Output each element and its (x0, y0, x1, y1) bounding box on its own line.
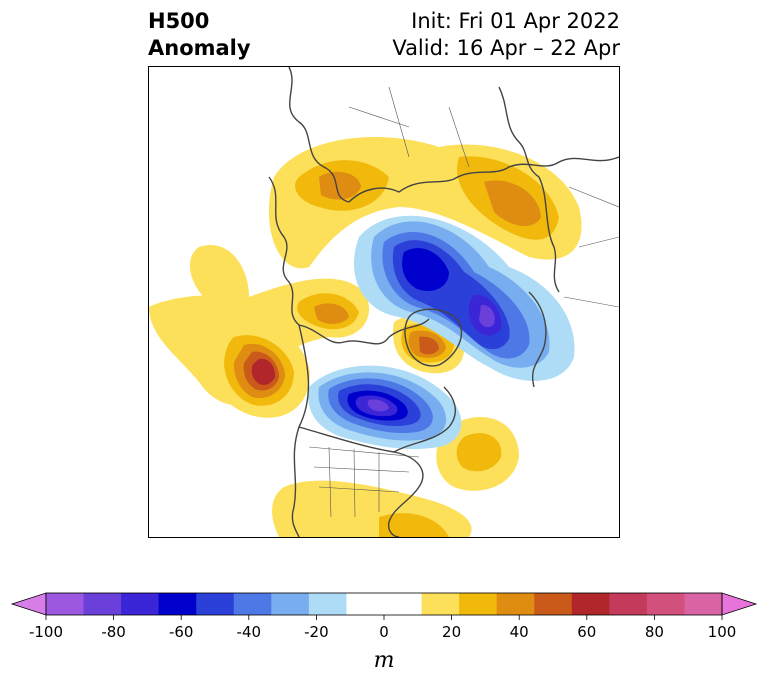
colorbar-tick-label: -100 (29, 623, 63, 641)
colorbar-cell (646, 593, 685, 615)
colorbar-tick-label: 80 (645, 623, 664, 641)
colorbar-tick-label: -20 (304, 623, 329, 641)
map-canvas (149, 67, 619, 537)
field-kind-label: Anomaly (148, 36, 251, 60)
colorbar-cell (384, 593, 423, 615)
colorbar: -100 -80 -60 -40 -20 0 20 40 60 80 100 m (10, 592, 758, 673)
colorbar-cell (534, 593, 573, 615)
coastlines (268, 67, 619, 537)
colorbar-tick-label: -60 (169, 623, 194, 641)
colorbar-extend-min (10, 592, 47, 616)
colorbar-tick-label: 100 (708, 623, 737, 641)
anomaly-map (148, 66, 620, 538)
colorbar-cell (609, 593, 648, 615)
colorbar-cell (233, 593, 272, 615)
colorbar-extend-max (721, 592, 758, 616)
colorbar-cell (421, 593, 460, 615)
colorbar-unit-label: m (374, 648, 395, 673)
init-date: Init: Fri 01 Apr 2022 (411, 9, 620, 33)
colorbar-cell (684, 593, 723, 615)
valid-range: Valid: 16 Apr – 22 Apr (392, 36, 620, 60)
colorbar-tick-label: 60 (577, 623, 596, 641)
colorbar-cell (46, 593, 85, 615)
colorbar-tick-label: -80 (101, 623, 126, 641)
date-info: Init: Fri 01 Apr 2022 Valid: 16 Apr – 22… (392, 8, 620, 62)
colorbar-cell (496, 593, 535, 615)
colorbar-cell (346, 593, 385, 615)
colorbar-tick-label: 0 (379, 623, 389, 641)
map-title: H500 Anomaly (148, 8, 251, 62)
colorbar-tick-label: 40 (510, 623, 529, 641)
colorbar-cell (308, 593, 347, 615)
colorbar-tick-label: -40 (237, 623, 262, 641)
colorbar-cell (271, 593, 310, 615)
colorbar-cell (83, 593, 122, 615)
colorbar-cells (10, 592, 758, 616)
colorbar-cell (196, 593, 235, 615)
colorbar-tick-label: 20 (442, 623, 461, 641)
colorbar-cell (121, 593, 160, 615)
variable-label: H500 (148, 9, 210, 33)
colorbar-cell (459, 593, 498, 615)
negative-anomalies (308, 215, 575, 450)
colorbar-cell (158, 593, 197, 615)
colorbar-ticks: -100 -80 -60 -40 -20 0 20 40 60 80 100 (29, 615, 736, 641)
colorbar-cell (571, 593, 610, 615)
political-borders (308, 86, 619, 518)
